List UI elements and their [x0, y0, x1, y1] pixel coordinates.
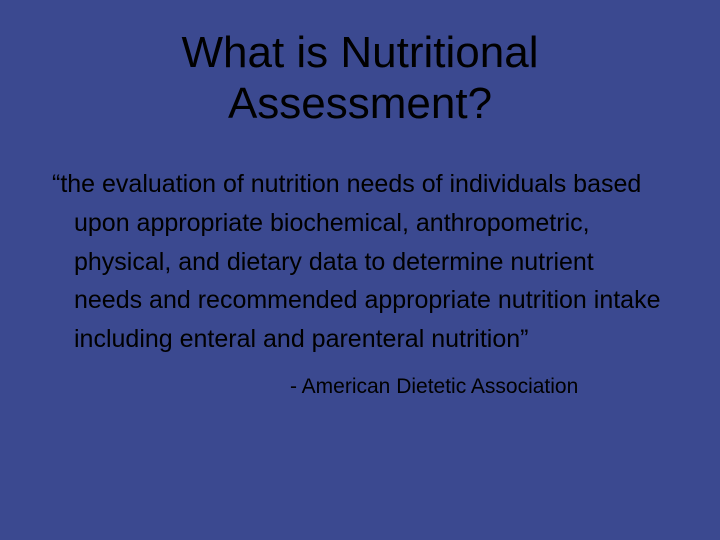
slide-title: What is Nutritional Assessment? — [48, 28, 672, 129]
slide-container: What is Nutritional Assessment? “the eva… — [0, 0, 720, 540]
definition-body: “the evaluation of nutrition needs of in… — [70, 165, 672, 359]
attribution-text: - American Dietetic Association — [48, 375, 672, 399]
